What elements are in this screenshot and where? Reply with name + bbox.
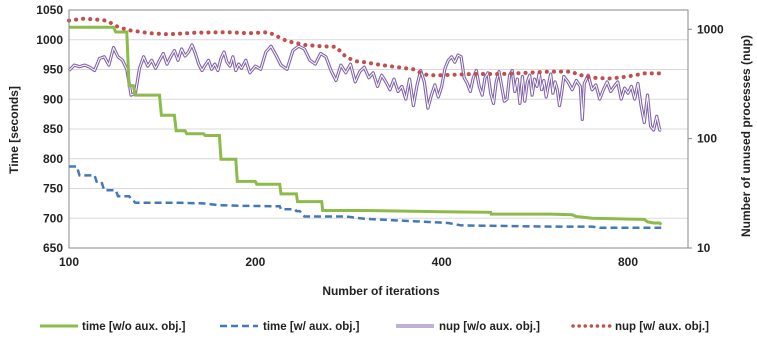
y-tick-label: 850 bbox=[43, 122, 63, 136]
legend-label-nup-w: nup [w/ aux. obj.] bbox=[615, 321, 709, 333]
series-line-nup-w-aux-obj bbox=[67, 16, 664, 81]
y-tick-label: 950 bbox=[43, 63, 63, 77]
x-tick-label: 400 bbox=[432, 255, 452, 269]
y-tick-label: 1050 bbox=[36, 3, 63, 17]
legend-label-time-wo: time [w/o aux. obj.] bbox=[82, 321, 186, 333]
y2-tick-label: 1000 bbox=[697, 22, 724, 36]
x-tick-label: 200 bbox=[245, 255, 265, 269]
y-tick-label: 750 bbox=[43, 182, 63, 196]
y-tick-label: 800 bbox=[43, 152, 63, 166]
series-line-time-w-o-aux-obj bbox=[69, 25, 663, 226]
x-tick-label: 800 bbox=[618, 255, 638, 269]
y2-tick-label: 10 bbox=[697, 241, 711, 255]
y-axis-title: Time [seconds] bbox=[7, 86, 21, 174]
series-layer bbox=[67, 16, 664, 230]
y-tick-label: 900 bbox=[43, 92, 63, 106]
series-line-nup-w-o-aux-obj bbox=[67, 43, 662, 132]
y2-axis-title: Number of unused processes (nup) bbox=[739, 35, 753, 237]
axis-ticks: 650 700 750 800 850 900 950 1000 1050 100 200 400 80… bbox=[36, 3, 724, 269]
plot-frame bbox=[68, 9, 689, 249]
legend: time [w/o aux. obj.] time [w/ aux. obj.]… bbox=[40, 321, 709, 333]
y2-tick-label: 100 bbox=[697, 132, 717, 146]
legend-label-nup-wo: nup [w/o aux. obj.] bbox=[439, 321, 540, 333]
series-line-time-w-aux-obj bbox=[69, 165, 662, 230]
x-axis-title: Number of iterations bbox=[322, 284, 440, 298]
series-line-nup-w-o-aux-obj-inner bbox=[68, 44, 662, 131]
y-tick-label: 700 bbox=[43, 211, 63, 225]
x-tick-label: 100 bbox=[59, 255, 79, 269]
gridlines bbox=[69, 9, 688, 249]
y-tick-label: 650 bbox=[43, 241, 63, 255]
legend-label-time-w: time [w/ aux. obj.] bbox=[263, 321, 360, 333]
y-tick-label: 1000 bbox=[36, 33, 63, 47]
